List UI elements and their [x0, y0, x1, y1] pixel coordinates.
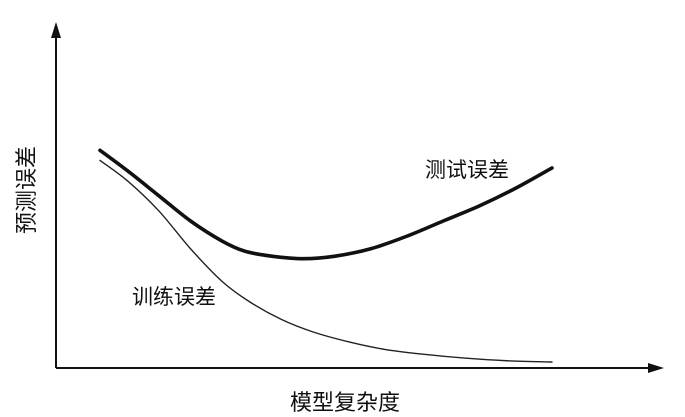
test-error-label: 测试误差	[425, 158, 509, 182]
test-error-curve	[98, 148, 554, 261]
y-axis-arrowhead	[51, 22, 61, 38]
series-layer	[98, 148, 554, 363]
x-axis-label: 模型复杂度	[290, 391, 400, 416]
x-axis-arrowhead	[648, 363, 664, 373]
train-error-label: 训练误差	[132, 285, 216, 309]
train-error-curve	[99, 159, 553, 363]
y-axis-label: 预测误差	[15, 146, 40, 234]
axes	[51, 22, 664, 373]
